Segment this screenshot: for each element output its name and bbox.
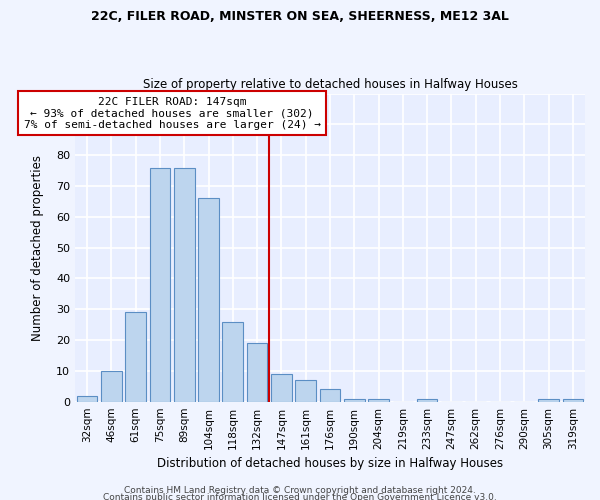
Bar	[344, 398, 365, 402]
Bar	[77, 396, 97, 402]
Bar	[271, 374, 292, 402]
Bar	[101, 371, 122, 402]
Bar	[368, 398, 389, 402]
Bar	[563, 398, 583, 402]
Bar	[417, 398, 437, 402]
Bar	[149, 168, 170, 402]
Text: Contains public sector information licensed under the Open Government Licence v3: Contains public sector information licen…	[103, 494, 497, 500]
Text: 22C FILER ROAD: 147sqm
← 93% of detached houses are smaller (302)
7% of semi-det: 22C FILER ROAD: 147sqm ← 93% of detached…	[23, 96, 320, 130]
Bar	[320, 390, 340, 402]
X-axis label: Distribution of detached houses by size in Halfway Houses: Distribution of detached houses by size …	[157, 457, 503, 470]
Bar	[247, 343, 268, 402]
Text: Contains HM Land Registry data © Crown copyright and database right 2024.: Contains HM Land Registry data © Crown c…	[124, 486, 476, 495]
Bar	[223, 322, 243, 402]
Bar	[174, 168, 194, 402]
Bar	[538, 398, 559, 402]
Title: Size of property relative to detached houses in Halfway Houses: Size of property relative to detached ho…	[143, 78, 517, 91]
Text: 22C, FILER ROAD, MINSTER ON SEA, SHEERNESS, ME12 3AL: 22C, FILER ROAD, MINSTER ON SEA, SHEERNE…	[91, 10, 509, 23]
Y-axis label: Number of detached properties: Number of detached properties	[31, 154, 44, 340]
Bar	[295, 380, 316, 402]
Bar	[198, 198, 219, 402]
Bar	[125, 312, 146, 402]
